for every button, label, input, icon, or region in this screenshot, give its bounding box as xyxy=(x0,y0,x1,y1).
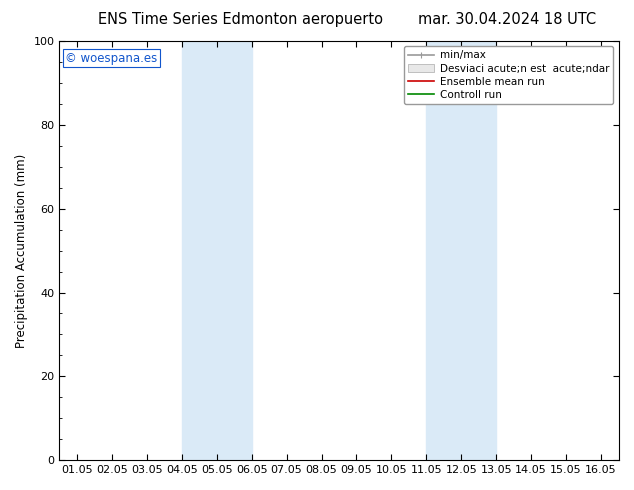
Y-axis label: Precipitation Accumulation (mm): Precipitation Accumulation (mm) xyxy=(15,153,28,348)
Text: ENS Time Series Edmonton aeropuerto: ENS Time Series Edmonton aeropuerto xyxy=(98,12,384,27)
Bar xyxy=(182,41,252,460)
Bar xyxy=(426,41,496,460)
Text: mar. 30.04.2024 18 UTC: mar. 30.04.2024 18 UTC xyxy=(418,12,596,27)
Legend: min/max, Desviaci acute;n est  acute;ndar, Ensemble mean run, Controll run: min/max, Desviaci acute;n est acute;ndar… xyxy=(404,46,613,104)
Text: © woespana.es: © woespana.es xyxy=(65,51,157,65)
